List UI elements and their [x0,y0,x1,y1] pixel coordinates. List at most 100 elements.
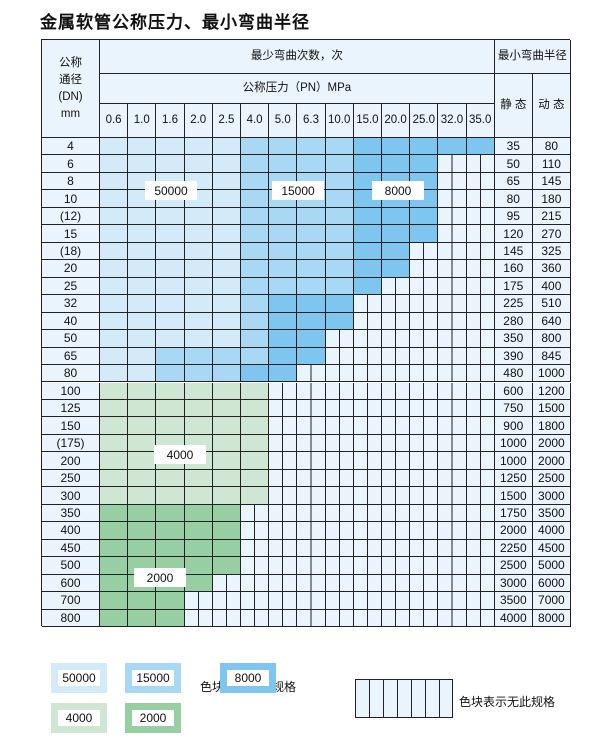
available-cell [325,242,354,261]
available-cell [241,434,270,453]
available-cell [212,365,241,383]
available-cell [269,138,298,156]
available-cell [241,277,270,296]
unavailable-cell [410,347,439,366]
available-cell [100,469,129,488]
unavailable-cell [269,487,298,505]
available-cell [184,347,213,366]
available-cell [156,522,185,540]
unavailable-cell [269,609,298,627]
available-cell [184,574,213,593]
unavailable-cell [438,312,467,331]
unavailable-cell [466,417,495,435]
dn-cell: 250 [42,469,100,488]
unavailable-cell [410,260,439,278]
static-radius-cell: 1500 [494,487,533,505]
available-cell [128,260,157,278]
unavailable-cell [353,312,382,331]
unavailable-cell [353,417,382,435]
pressure-col-header: 35.0 [466,104,495,138]
unavailable-cell [466,382,495,400]
unavailable-cell [438,487,467,505]
available-cell [184,225,213,243]
unavailable-cell [410,452,439,470]
available-cell [184,382,213,400]
unavailable-cell [410,365,439,383]
unavailable-cell [438,277,467,296]
unavailable-cell [353,434,382,453]
available-cell [156,242,185,261]
unavailable-cell [353,609,382,627]
dynamic-radius-cell: 510 [532,295,571,313]
unavailable-cell [410,487,439,505]
dn-cell: 25 [42,277,100,296]
available-cell [100,504,129,523]
unavailable-cell [325,469,354,488]
unavailable-cell [466,487,495,505]
unavailable-cell [466,347,495,366]
available-cell [212,487,241,505]
unavailable-cell [353,487,382,505]
dynamic-radius-cell: 845 [532,347,571,366]
unavailable-cell [466,609,495,627]
available-cell [184,295,213,313]
dn-header: 公称 通径 (DN) mm [42,40,100,138]
unavailable-cell [466,557,495,575]
available-cell [100,574,129,593]
available-cell [241,312,270,331]
static-radius-cell: 35 [494,138,533,156]
available-cell [382,155,411,173]
static-radius-cell: 225 [494,295,533,313]
unavailable-cell [466,452,495,470]
dn-cell: 300 [42,487,100,505]
available-cell [184,330,213,348]
available-cell [353,277,382,296]
dn-cell: 8 [42,172,100,191]
available-cell [466,138,495,156]
available-cell [212,347,241,366]
dn-cell: 600 [42,574,100,593]
dynamic-radius-cell: 1000 [532,365,571,383]
dynamic-radius-cell: 1500 [532,399,571,418]
unavailable-cell [325,365,354,383]
legend-unavailable-swatch [355,679,453,718]
unavailable-cell [466,539,495,558]
static-radius-cell: 50 [494,155,533,173]
unavailable-cell [438,295,467,313]
unavailable-cell [438,609,467,627]
unavailable-cell [410,312,439,331]
available-cell [212,260,241,278]
static-radius-cell: 900 [494,417,533,435]
available-cell [156,312,185,331]
unavailable-cell [466,155,495,173]
available-cell [241,295,270,313]
unavailable-cell [410,574,439,593]
available-cell [212,207,241,226]
available-cell [156,295,185,313]
available-cell [128,207,157,226]
available-cell [156,138,185,156]
unavailable-cell [438,557,467,575]
unavailable-cell [410,242,439,261]
available-cell [128,609,157,627]
available-cell [128,347,157,366]
pressure-col-header: 15.0 [353,104,382,138]
unavailable-cell [382,469,411,488]
available-cell [325,155,354,173]
available-cell [156,417,185,435]
unavailable-cell [382,504,411,523]
available-cell [184,539,213,558]
available-cell [297,225,326,243]
unavailable-cell [325,347,354,366]
available-cell [100,295,129,313]
unavailable-cell [353,504,382,523]
available-cell [241,399,270,418]
static-radius-cell: 160 [494,260,533,278]
unavailable-cell [382,557,411,575]
available-cell [297,277,326,296]
available-cell [128,539,157,558]
unavailable-cell [438,399,467,418]
unavailable-cell [410,399,439,418]
unavailable-cell [325,574,354,593]
unavailable-cell [410,417,439,435]
